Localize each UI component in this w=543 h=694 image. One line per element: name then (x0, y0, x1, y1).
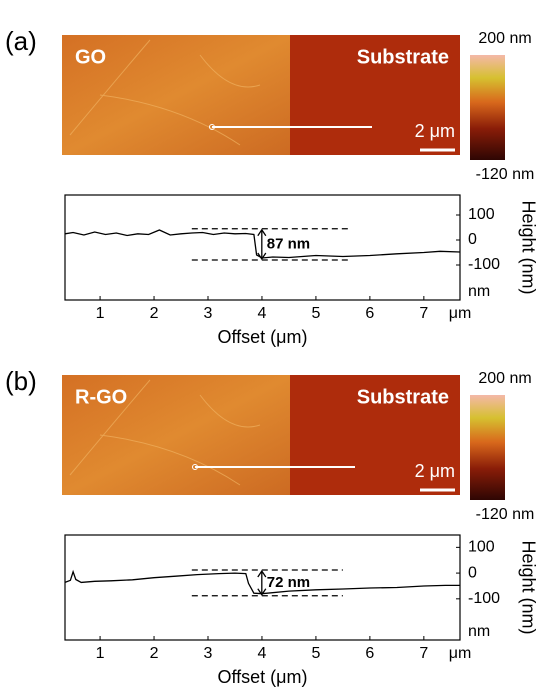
x-tick-label: 5 (311, 305, 320, 322)
profile-start (209, 124, 215, 130)
afm-image-substrate (290, 35, 460, 155)
colorbar-label: -120 nm (476, 166, 535, 183)
x-tick-label: 4 (258, 305, 267, 322)
x-tick-label: 6 (365, 645, 374, 662)
scale-bar-label: 2 μm (415, 121, 455, 141)
panel-label: (a) (5, 26, 37, 56)
x-tick-label: 2 (150, 305, 159, 322)
x-tick-label: 6 (365, 305, 374, 322)
y-axis-label: Height (nm) (518, 200, 538, 294)
plot-frame (64, 194, 461, 301)
x-axis-label: Offset (μm) (217, 327, 307, 347)
substrate-label: Substrate (357, 386, 449, 408)
x-tick-label: 1 (96, 645, 105, 662)
scale-bar-label: 2 μm (415, 461, 455, 481)
x-tick-label: 7 (419, 645, 428, 662)
step-label: 72 nm (267, 574, 310, 591)
height-profile (64, 569, 460, 595)
y-tick-label: 100 (468, 539, 495, 556)
height-profile (64, 229, 461, 259)
y-tick-label: 0 (468, 231, 477, 248)
wrinkles (69, 379, 261, 486)
afm-image-substrate (290, 375, 460, 495)
y-tick-label: 0 (468, 564, 477, 581)
y-unit: nm (468, 283, 490, 300)
x-axis-label: Offset (μm) (217, 667, 307, 687)
sample-label: GO (75, 46, 106, 68)
x-tick-label: 4 (258, 645, 267, 662)
x-unit: μm (449, 645, 472, 662)
x-tick-label: 7 (419, 305, 428, 322)
arrow-heads (257, 569, 267, 596)
x-tick-label: 3 (204, 645, 213, 662)
plot-frame (64, 534, 461, 641)
panel-label: (b) (5, 366, 37, 396)
step-label: 87 nm (267, 235, 310, 252)
y-axis-label: Height (nm) (518, 540, 538, 634)
profile-start (192, 464, 198, 470)
sample-label: R-GO (75, 386, 127, 408)
x-tick-label: 3 (204, 305, 213, 322)
colorbar (470, 55, 505, 160)
colorbar-label: 200 nm (478, 30, 531, 47)
x-tick-label: 2 (150, 645, 159, 662)
wrinkles (69, 39, 261, 146)
y-tick-label: -100 (468, 256, 500, 273)
y-unit: nm (468, 623, 490, 640)
y-tick-label: 100 (468, 206, 495, 223)
x-tick-label: 1 (96, 305, 105, 322)
colorbar-label: 200 nm (478, 370, 531, 387)
colorbar (470, 395, 505, 500)
substrate-label: Substrate (357, 46, 449, 68)
arrow-heads (257, 228, 267, 261)
x-unit: μm (449, 305, 472, 322)
colorbar-label: -120 nm (476, 506, 535, 523)
x-tick-label: 5 (311, 645, 320, 662)
y-tick-label: -100 (468, 590, 500, 607)
